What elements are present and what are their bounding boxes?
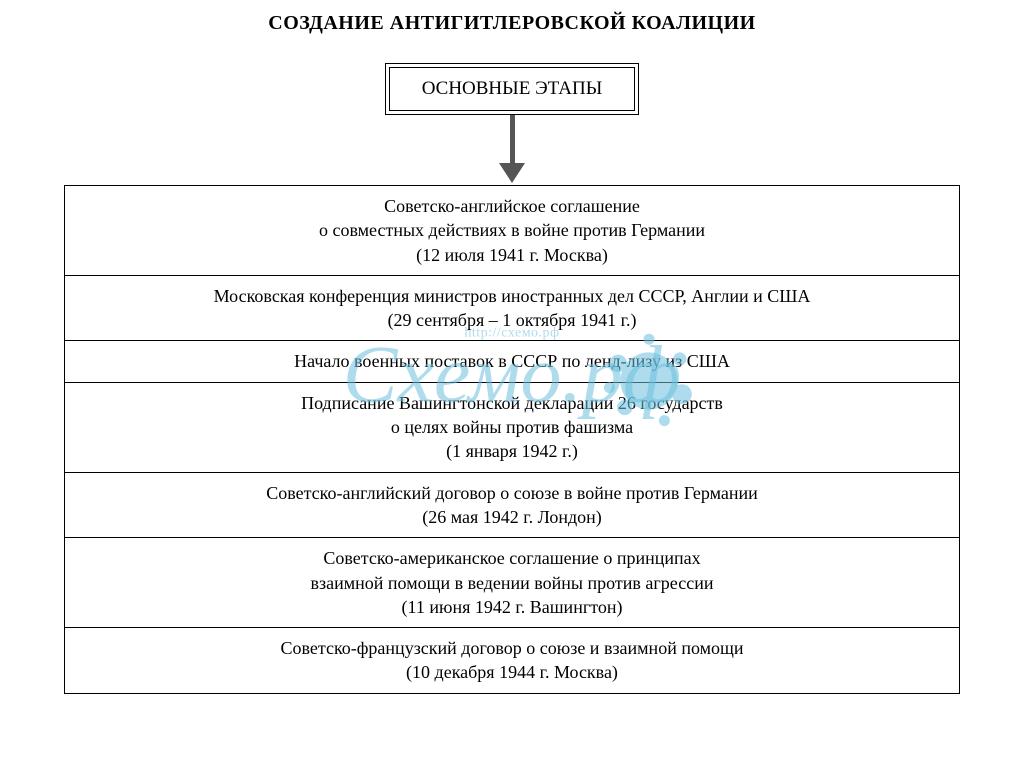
table-row: Начало военных поставок в СССР по ленд-л… — [64, 341, 960, 382]
page-title: СОЗДАНИЕ АНТИГИТЛЕРОВСКОЙ КОАЛИЦИИ — [0, 12, 1024, 35]
stage-text: о целях войны против фашизма — [85, 415, 939, 439]
table-row: Подписание Вашингтонской декларации 26 г… — [64, 383, 960, 473]
stage-text: Советско-английское соглашение — [85, 194, 939, 218]
header-box: ОСНОВНЫЕ ЭТАПЫ — [389, 67, 636, 111]
table-row: Советско-английское соглашение о совмест… — [64, 185, 960, 276]
table-row: Советско-английский договор о союзе в во… — [64, 473, 960, 539]
header-box-wrap: ОСНОВНЫЕ ЭТАПЫ — [0, 63, 1024, 115]
stage-text: (11 июня 1942 г. Вашингтон) — [85, 595, 939, 619]
stage-text: Советско-английский договор о союзе в во… — [85, 481, 939, 505]
stage-text: (29 сентября – 1 октября 1941 г.) — [85, 308, 939, 332]
arrow-shaft — [510, 115, 515, 165]
stages-table: Советско-английское соглашение о совмест… — [64, 185, 960, 694]
stage-text: (1 января 1942 г.) — [85, 439, 939, 463]
arrow-head-icon — [499, 163, 525, 183]
header-box-outer: ОСНОВНЫЕ ЭТАПЫ — [385, 63, 640, 115]
stage-text: (26 мая 1942 г. Лондон) — [85, 505, 939, 529]
diagram-page: СОЗДАНИЕ АНТИГИТЛЕРОВСКОЙ КОАЛИЦИИ ОСНОВ… — [0, 0, 1024, 767]
stage-text: о совместных действиях в войне против Ге… — [85, 218, 939, 242]
table-row: Советско-американское соглашение о принц… — [64, 538, 960, 628]
stage-text: Советско-французский договор о союзе и в… — [85, 636, 939, 660]
stage-text: взаимной помощи в ведении войны против а… — [85, 571, 939, 595]
stage-text: Московская конференция министров иностра… — [85, 284, 939, 308]
stage-text: Советско-американское соглашение о принц… — [85, 546, 939, 570]
table-row: Московская конференция министров иностра… — [64, 276, 960, 342]
stage-text: Начало военных поставок в СССР по ленд-л… — [85, 349, 939, 373]
stage-text: (12 июля 1941 г. Москва) — [85, 243, 939, 267]
stage-text: Подписание Вашингтонской декларации 26 г… — [85, 391, 939, 415]
table-row: Советско-французский договор о союзе и в… — [64, 628, 960, 694]
stage-text: (10 декабря 1944 г. Москва) — [85, 660, 939, 684]
arrow-down — [0, 115, 1024, 185]
